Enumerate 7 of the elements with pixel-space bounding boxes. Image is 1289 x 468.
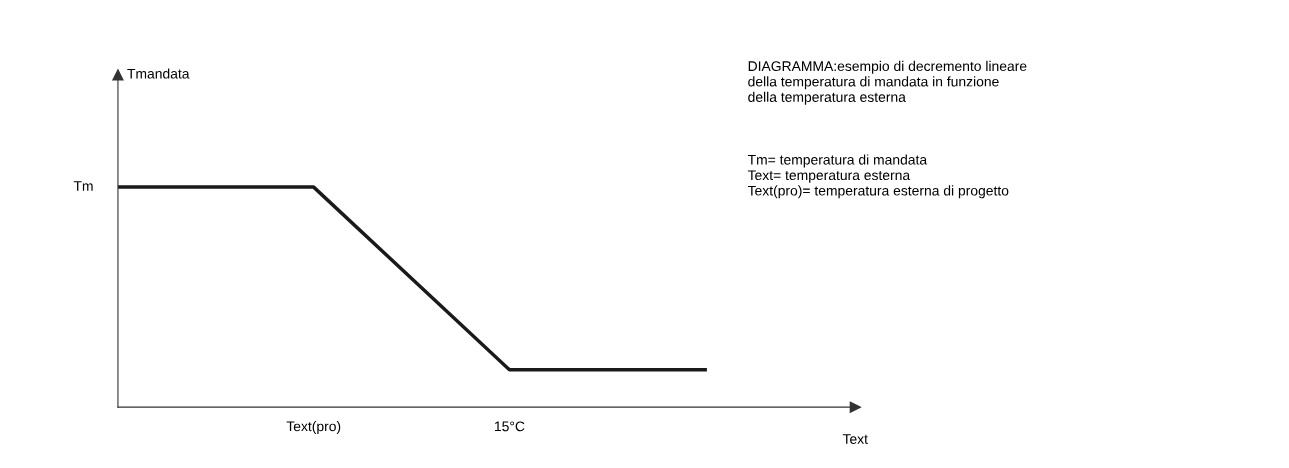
x-tick-label: 15°C — [494, 421, 525, 432]
text: Tm — [73, 181, 93, 191]
text: DIAGRAMMA:esempio di decremento lineare della temperatura di mandata in funzione della temperatura esterna — [748, 60, 1027, 105]
x-tick-label: Text(pro) — [286, 421, 341, 434]
annotation: Tm= temperatura di mandata Text= temperatura esterna Text(pro)= temperatura esterna di progetto — [747, 154, 1009, 199]
x-axis-title: Text — [842, 434, 868, 444]
text: Tmandata — [127, 68, 190, 79]
